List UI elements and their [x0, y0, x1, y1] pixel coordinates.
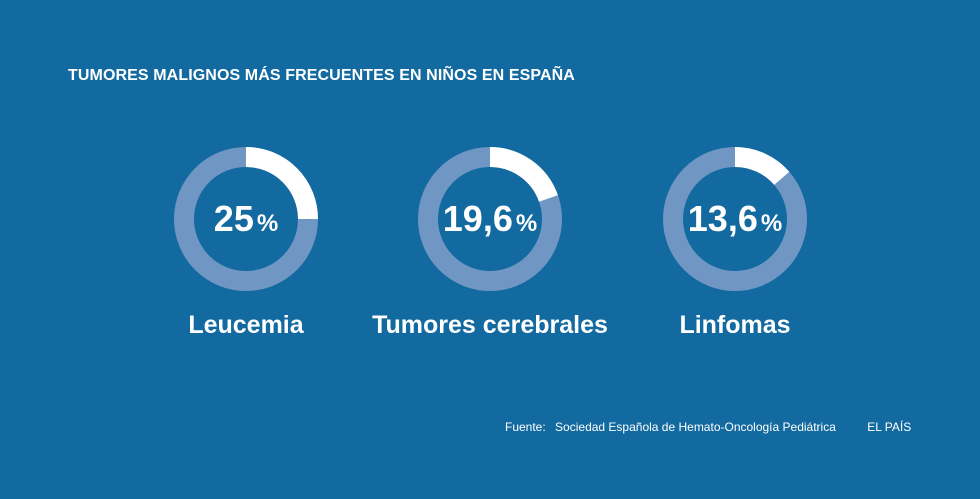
donut-1: 19,6 % Tumores cerebrales: [372, 147, 608, 339]
donut-value-arc: [663, 147, 807, 291]
donut-value-label: 13,6%: [688, 198, 782, 239]
brand-logo-text: EL PAÍS: [867, 420, 912, 434]
donut-value-label: 19,6%: [443, 198, 537, 239]
source-label: Fuente:: [505, 420, 546, 434]
category-label: Tumores cerebrales: [372, 311, 608, 339]
donut-0: 25 % Leucemia: [174, 147, 318, 339]
source-footer: Fuente: Sociedad Española de Hemato-Onco…: [505, 420, 911, 434]
donut-value-arc: [418, 147, 562, 291]
category-label: Leucemia: [188, 311, 304, 339]
donut-value-arc: [174, 147, 318, 291]
donut-value-label: 25%: [214, 198, 278, 239]
donut-2: 13,6 % Linfomas: [663, 147, 807, 339]
chart-title: TUMORES MALIGNOS MÁS FRECUENTES EN NIÑOS…: [68, 67, 575, 84]
source-text: Sociedad Española de Hemato-Oncología Pe…: [555, 420, 836, 434]
category-label: Linfomas: [679, 311, 790, 339]
